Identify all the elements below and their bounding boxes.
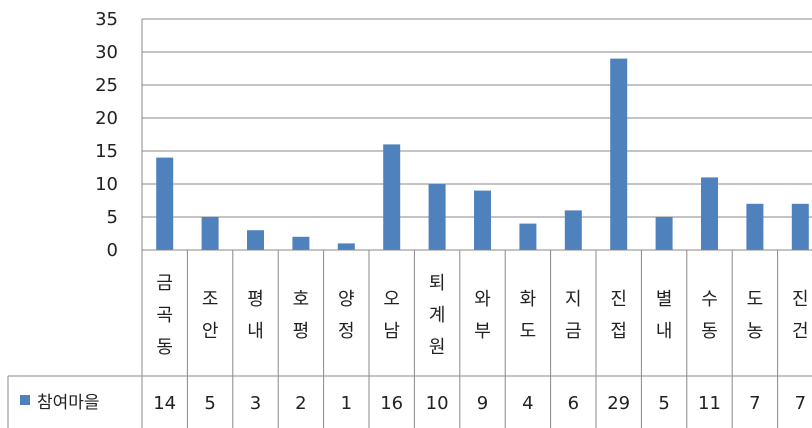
y-tick-label: 35 xyxy=(95,9,118,30)
data-value-label: 29 xyxy=(607,393,630,414)
gridlines xyxy=(142,18,812,218)
bar xyxy=(519,223,537,250)
bars xyxy=(156,58,809,250)
bar xyxy=(564,210,582,250)
y-tick-label: 20 xyxy=(95,108,118,129)
data-value-label: 6 xyxy=(568,393,579,414)
bar xyxy=(701,177,718,250)
y-tick-label: 15 xyxy=(95,141,118,162)
data-value-label: 9 xyxy=(477,393,488,414)
data-value-label: 2 xyxy=(295,393,306,414)
bar xyxy=(337,243,355,250)
bar xyxy=(474,190,491,250)
y-tick-label: 30 xyxy=(95,42,118,63)
y-tick-label: 0 xyxy=(107,240,118,261)
bar xyxy=(292,236,310,250)
bar xyxy=(791,203,809,250)
data-value-label: 1 xyxy=(341,393,352,414)
data-value-label: 16 xyxy=(380,393,403,414)
data-value-label: 7 xyxy=(795,393,806,414)
bar xyxy=(610,58,628,250)
data-value-label: 14 xyxy=(153,393,176,414)
bar xyxy=(655,217,673,250)
bar xyxy=(383,144,401,250)
bar xyxy=(201,217,219,250)
data-value-label: 5 xyxy=(204,393,215,414)
bar xyxy=(156,157,174,250)
y-tick-label: 25 xyxy=(95,75,118,96)
bar xyxy=(746,203,764,250)
data-value-label: 10 xyxy=(426,393,449,414)
data-value-label: 3 xyxy=(250,393,261,414)
bar xyxy=(428,184,446,250)
y-tick-label: 5 xyxy=(107,207,118,228)
y-axis-ticks: 0 5 10 15 20 25 30 35 xyxy=(95,9,118,261)
data-value-label: 7 xyxy=(749,393,760,414)
bar xyxy=(247,230,264,250)
data-value-label: 4 xyxy=(522,393,533,414)
data-value-label: 5 xyxy=(658,393,669,414)
y-tick-label: 10 xyxy=(95,174,118,195)
axis-lines xyxy=(141,19,812,251)
data-value-label: 11 xyxy=(698,393,721,414)
legend-swatch xyxy=(20,395,30,405)
legend-series-name: 참여마을 xyxy=(37,393,100,413)
